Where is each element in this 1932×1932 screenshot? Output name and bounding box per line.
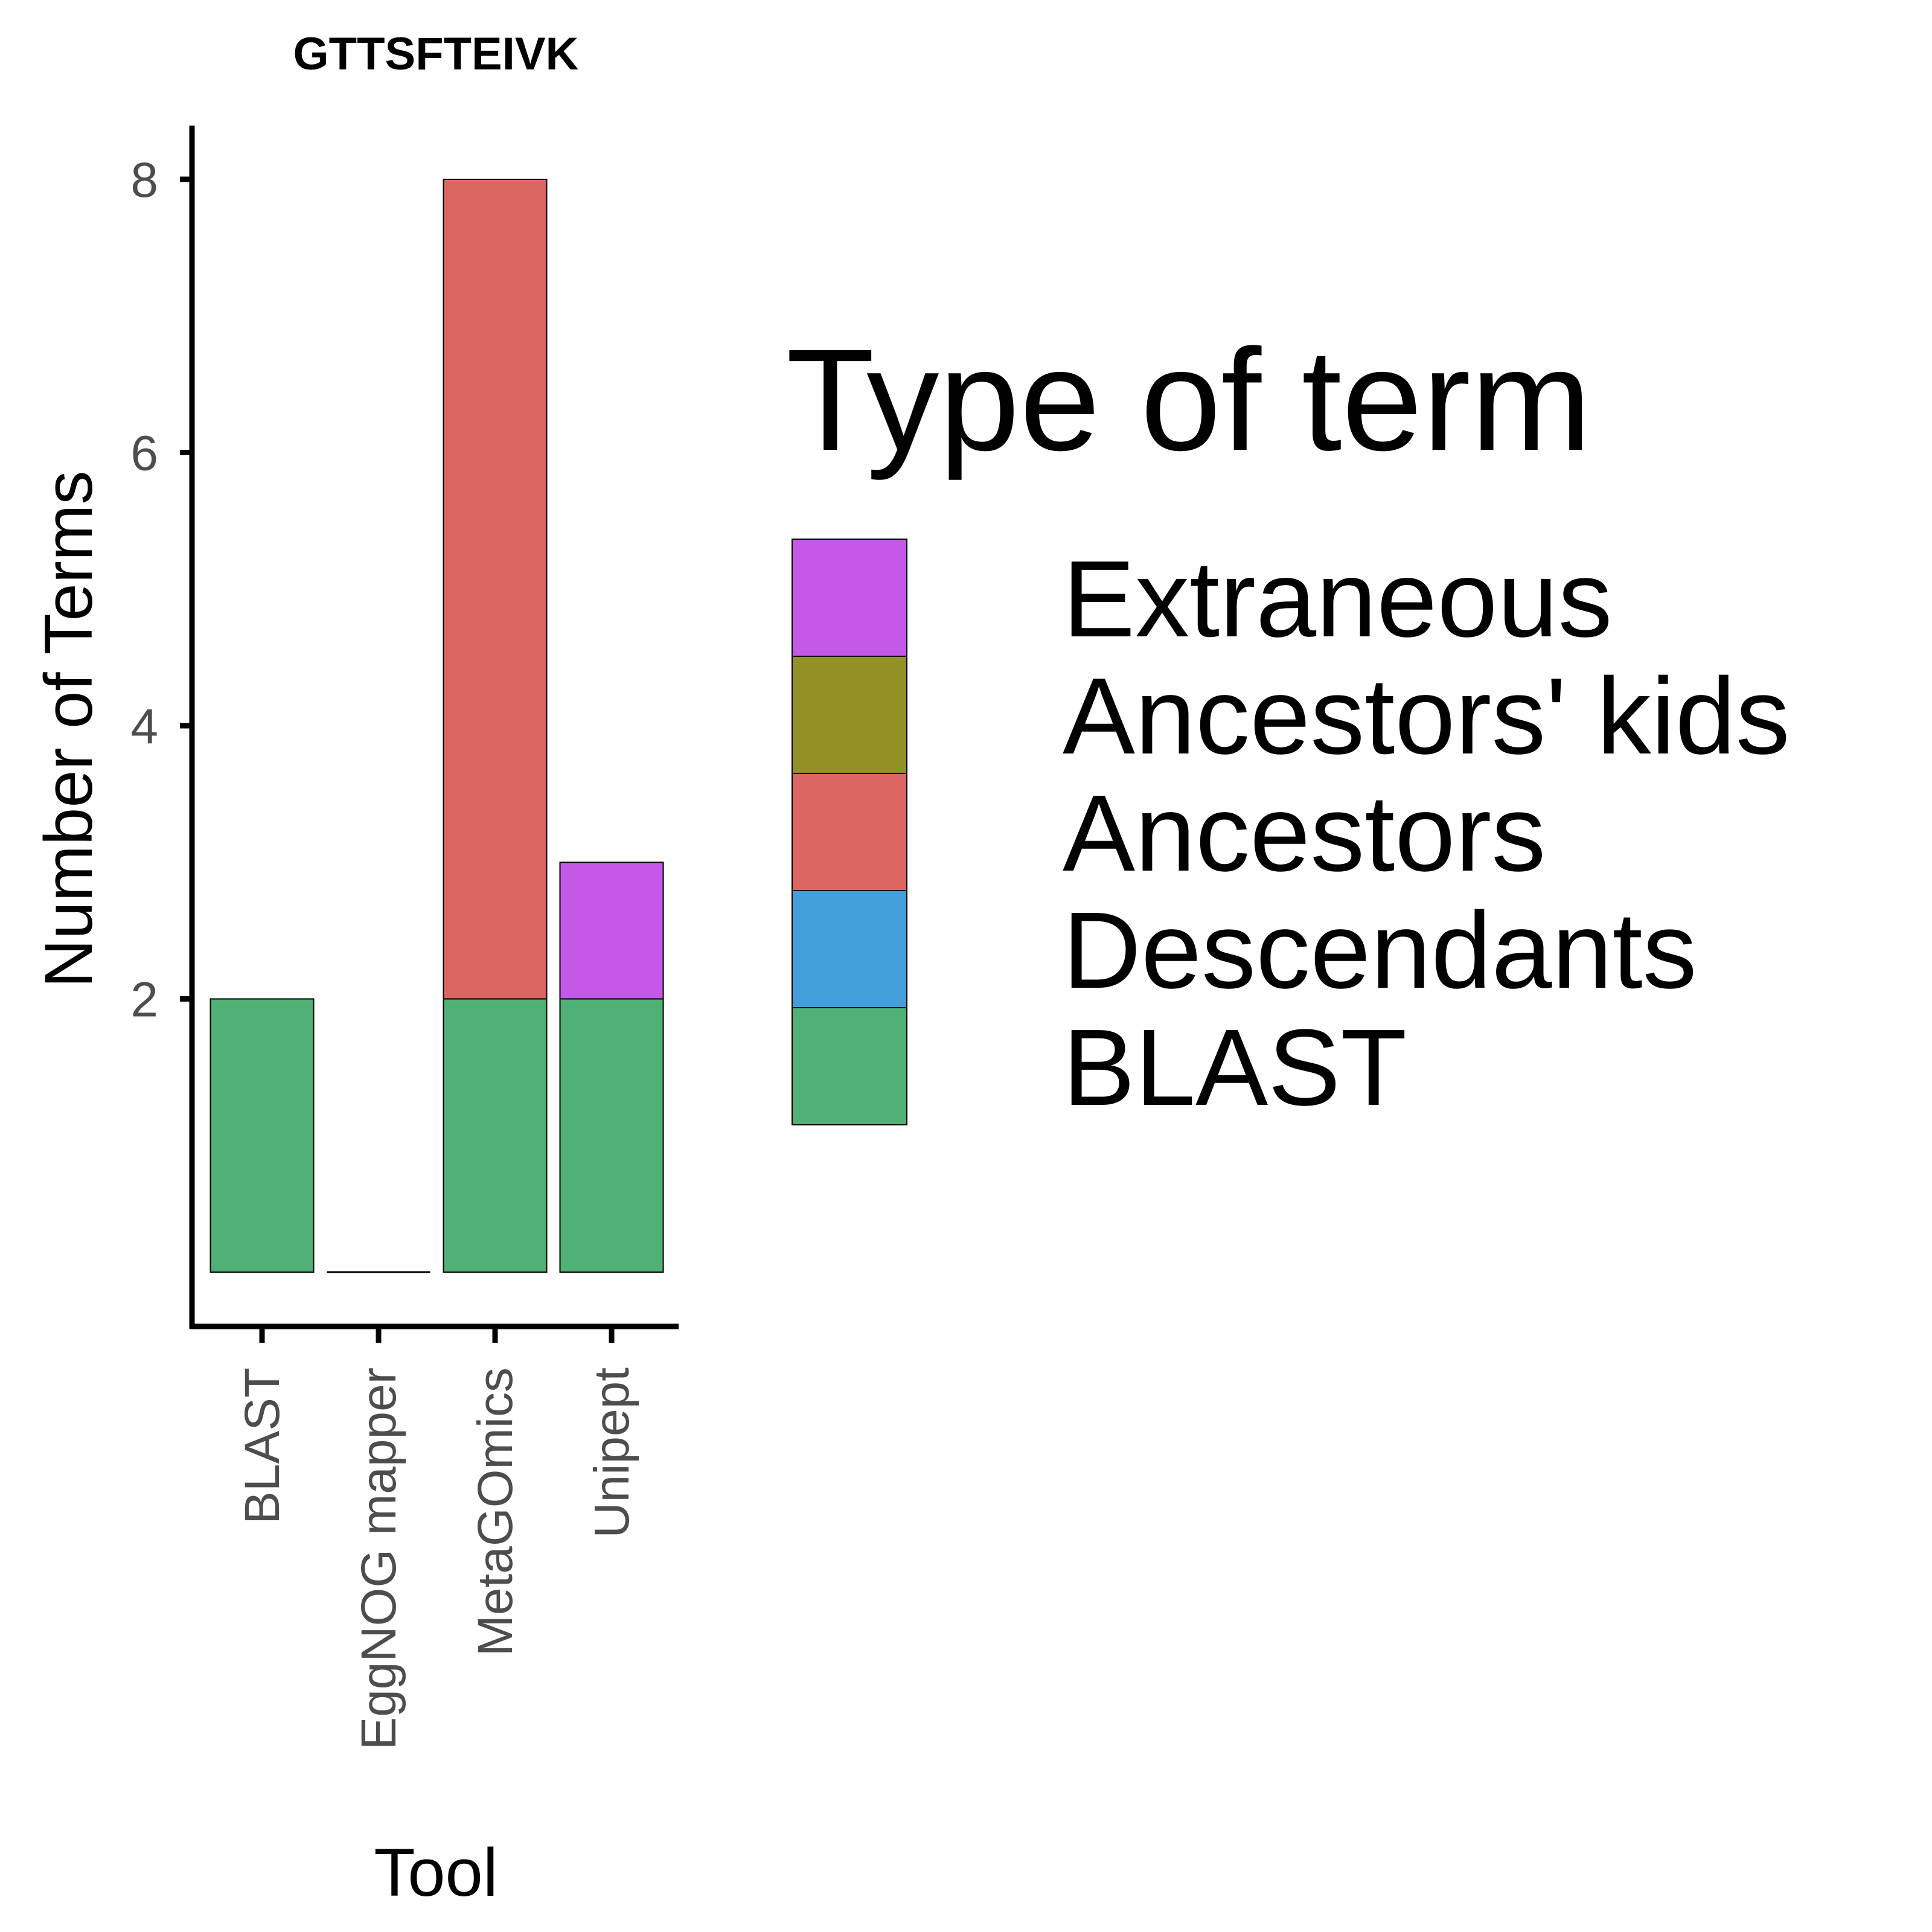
bar-unipept-extraneous (559, 862, 664, 1000)
legend-key-ancestors-kids (792, 656, 907, 774)
x-ticks: BLAST EggNOG mapper MetaGOmics Unipept (235, 1329, 639, 1750)
y-tick-label-2: 2 (130, 973, 158, 1028)
x-tick-label-unipept: Unipept (584, 1367, 639, 1538)
y-ticks: 2 4 6 8 (130, 153, 192, 1028)
legend-key-ancestors (792, 773, 907, 891)
legend-label-ancestors: Ancestors (1063, 773, 1546, 894)
x-tick-label-blast: BLAST (235, 1367, 290, 1524)
x-tick-label-eggnog-mapper: EggNOG mapper (351, 1367, 406, 1750)
x-tick-label-metagomics: MetaGOmics (468, 1367, 523, 1656)
y-tick-label-6: 6 (130, 426, 158, 481)
x-axis-title: Tool (374, 1835, 497, 1910)
y-tick-label-4: 4 (130, 699, 158, 754)
legend-label-ancestors-kids: Ancestors' kids (1063, 656, 1790, 777)
legend-key-descendants (792, 890, 907, 1008)
y-axis-title: Number of Terms (31, 471, 106, 988)
legend-label-blast: BLAST (1063, 1007, 1407, 1128)
legend-key-blast (792, 1007, 907, 1125)
bar-metagomics-blast (443, 998, 548, 1273)
bar-unipept-blast (559, 998, 664, 1273)
legend-key-extraneous (792, 539, 907, 657)
chart-title: GTTSFTEIVK (293, 28, 579, 80)
y-tick-label-8: 8 (130, 153, 158, 208)
legend-label-descendants: Descendants (1063, 890, 1697, 1011)
bar-blast-blast (210, 998, 315, 1273)
legend-title: Type of term (786, 319, 1591, 481)
bar-metagomics-ancestors (443, 179, 548, 1000)
bars-layer (210, 179, 664, 1273)
legend-label-extraneous: Extraneous (1063, 539, 1613, 660)
